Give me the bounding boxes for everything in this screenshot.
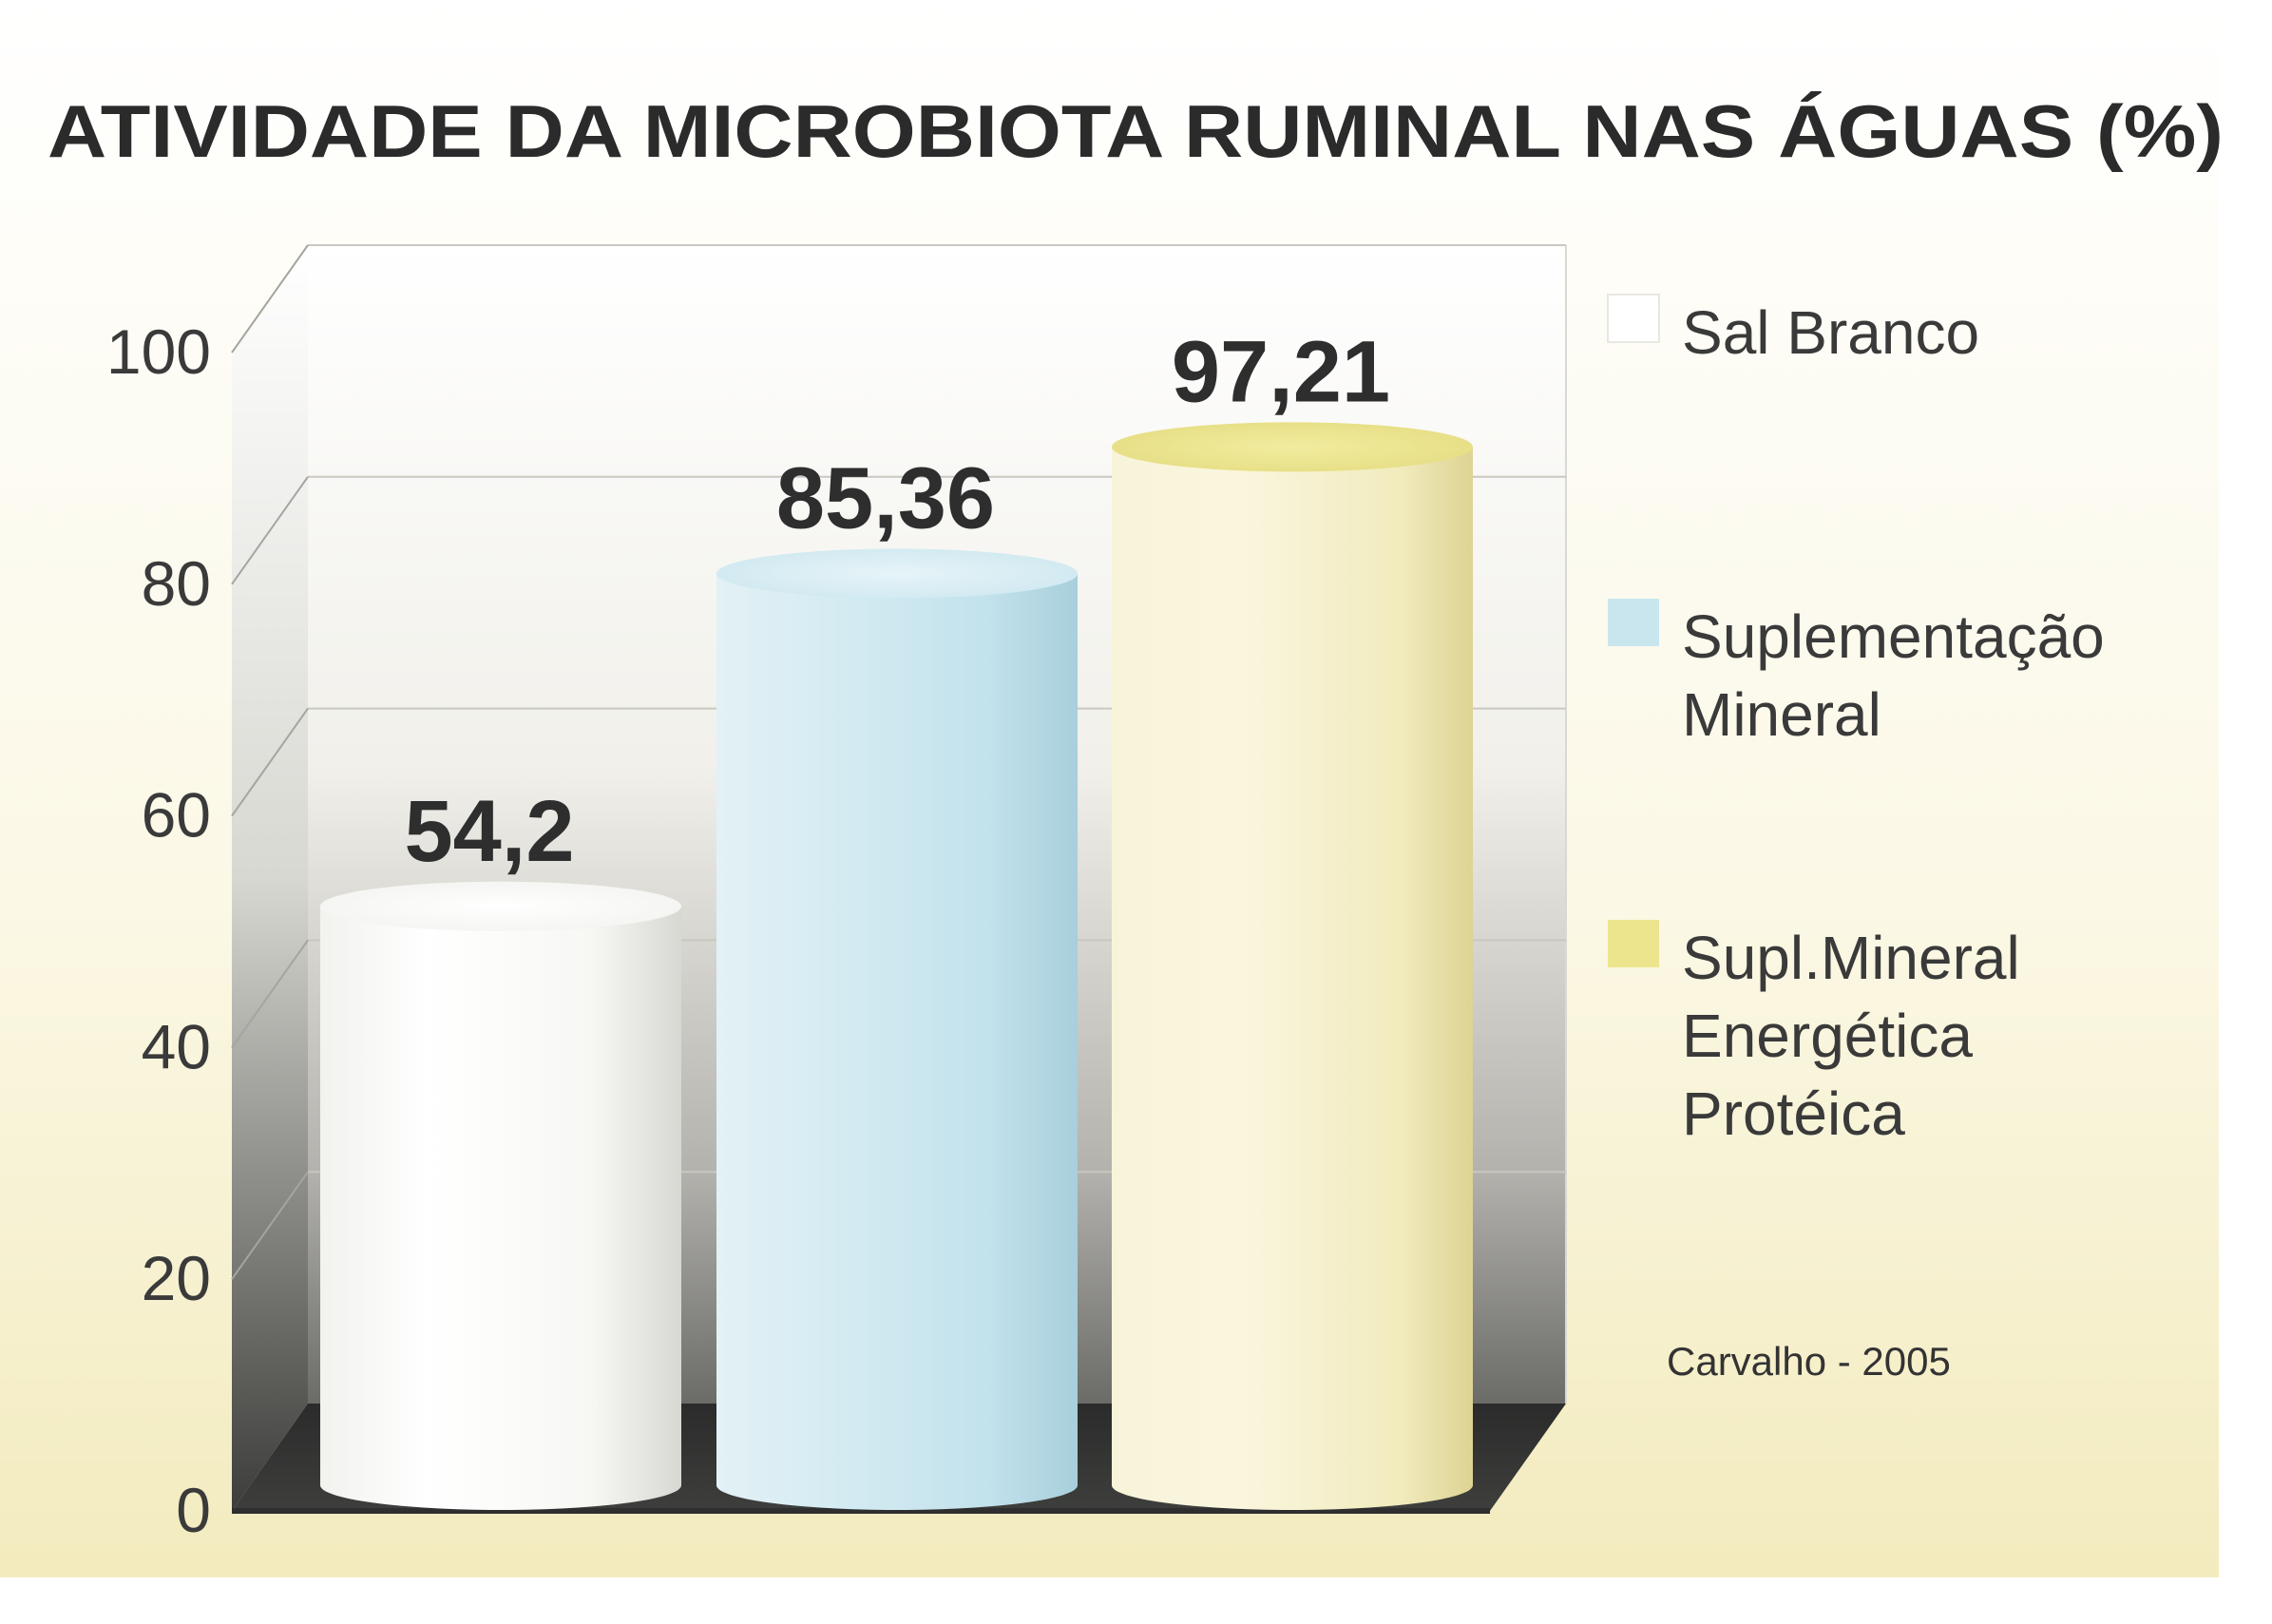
gridline-side — [231, 476, 309, 585]
y-tick-label: 40 — [142, 1011, 211, 1081]
data-label: 54,2 — [404, 783, 574, 880]
bar-body — [716, 573, 1078, 1510]
legend-label: Mineral — [1682, 680, 1881, 749]
legend-swatch — [1608, 599, 1659, 646]
bar — [320, 881, 681, 1510]
data-label: 85,36 — [776, 450, 995, 547]
legend-label: Suplementação — [1682, 602, 2105, 671]
y-tick-label: 100 — [106, 316, 211, 387]
bar-top — [716, 548, 1078, 599]
bar-body — [1112, 447, 1473, 1510]
bar-top — [1112, 422, 1473, 472]
bar-body — [320, 906, 681, 1510]
chart-title: ATIVIDADE DA MICROBIOTA RUMINAL NAS ÁGUA… — [48, 89, 2224, 173]
legend-label: Protéica — [1682, 1079, 1905, 1148]
bar — [716, 548, 1078, 1510]
gridline-side — [231, 939, 309, 1048]
legend-label: Energética — [1682, 1002, 1973, 1070]
legend-label: Sal Branco — [1682, 298, 1979, 367]
bar-top — [320, 881, 681, 931]
y-tick-label: 0 — [176, 1475, 211, 1545]
gridline-side — [231, 1171, 309, 1280]
legend-label: Supl.Mineral — [1682, 924, 2020, 992]
y-tick-label: 20 — [142, 1243, 211, 1313]
page-margin-bottom — [0, 1577, 2272, 1624]
gridline-side — [231, 244, 309, 353]
legend-item: Supl.Mineral Energética Protéica — [1608, 920, 2020, 1148]
source-label: Carvalho - 2005 — [1667, 1339, 1951, 1384]
page-margin-right — [2219, 0, 2272, 1624]
plot-side-wall — [232, 245, 308, 1511]
bar — [1112, 422, 1473, 1510]
gridline-side — [231, 708, 309, 817]
legend-item: Suplementação Mineral — [1608, 599, 2105, 749]
legend-swatch — [1607, 294, 1660, 343]
y-tick-label: 80 — [142, 548, 211, 619]
legend-swatch — [1608, 920, 1659, 967]
data-label: 97,21 — [1172, 323, 1390, 420]
legend-item: Sal Branco — [1607, 294, 1979, 367]
y-tick-label: 60 — [142, 780, 211, 850]
